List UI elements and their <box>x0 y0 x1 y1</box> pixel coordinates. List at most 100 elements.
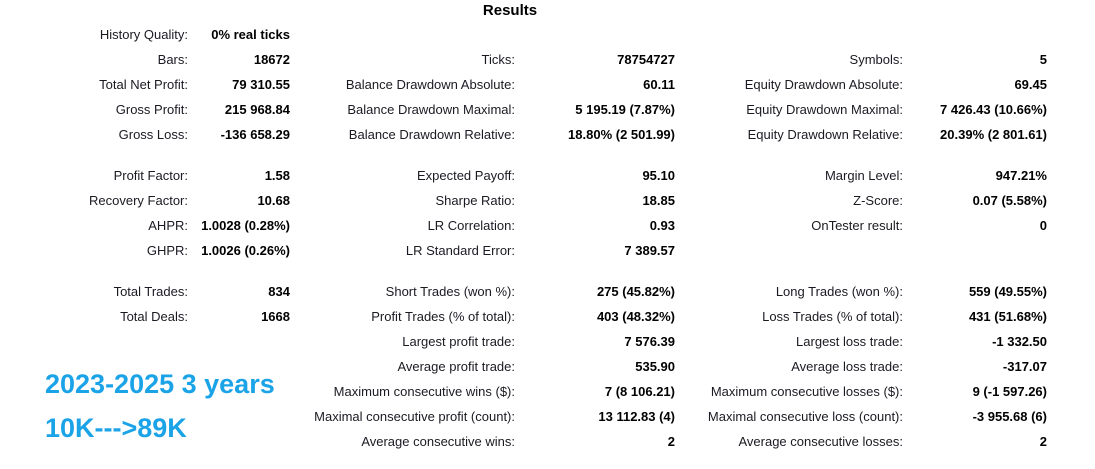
stat-label: Profit Trades (% of total): <box>371 309 515 324</box>
stat-label: Largest profit trade: <box>402 334 515 349</box>
stat-value: 0.07 (5.58%) <box>972 193 1047 208</box>
stat-value: 18.85 <box>642 193 675 208</box>
stat-label: History Quality: <box>99 27 188 42</box>
stat-value: 0.93 <box>649 218 675 233</box>
stat-value: 7 576.39 <box>624 334 675 349</box>
stats-row: AHPR: 1.0028 (0.28%) LR Correlation: 0.93 On… <box>0 213 1047 238</box>
stat-label: Symbols: <box>849 52 903 67</box>
stat-value: 431 (51.68%) <box>968 309 1047 324</box>
stat-value: 18672 <box>253 52 290 67</box>
annotation-balance-text: 10K--->89K <box>45 413 187 443</box>
stat-value: 5 195.19 (7.87%) <box>575 102 675 117</box>
stat-value: 10.68 <box>257 193 290 208</box>
stat-label: Sharpe Ratio: <box>435 193 516 208</box>
stats-row: Maximum consecutive wins ($): 7 (8 106.21… <box>0 379 1047 404</box>
stat-value: 7 426.43 (10.66%) <box>940 102 1047 117</box>
stat-label: AHPR: <box>148 218 188 233</box>
stats-row: Recovery Factor: 10.68 Sharpe Ratio: 18.85 Z… <box>0 188 1047 213</box>
stat-value: 947.21% <box>995 168 1047 183</box>
stat-value: 559 (49.55%) <box>968 284 1047 299</box>
stat-label: Long Trades (won %): <box>775 284 903 299</box>
stat-value: 13 112.83 (4) <box>598 409 675 424</box>
stats-row: Total Trades: 834 Short Trades (won %): 275… <box>0 279 1047 304</box>
stat-label: Maximal consecutive loss (count): <box>707 409 903 424</box>
stats-row: Total Net Profit: 79 310.55 Balance Drawdo… <box>0 72 1047 97</box>
stats-row: Bars: 18672 Ticks: 78754727 Symbols: 5 <box>0 47 1047 72</box>
stat-label: OnTester result: <box>811 218 903 233</box>
stat-value: 1.0028 (0.28%) <box>201 218 290 233</box>
stat-value: 7 (8 106.21) <box>604 384 675 399</box>
stat-label: Maximal consecutive profit (count): <box>314 409 515 424</box>
stat-label: Equity Drawdown Relative: <box>747 127 903 142</box>
stats-row: Largest profit trade: 7 576.39 Largest los… <box>0 329 1047 354</box>
stat-label: Largest loss trade: <box>796 334 903 349</box>
stat-value: 7 389.57 <box>624 243 675 258</box>
stats-table: History Quality: 0% real ticks Bars: 18672 T… <box>0 22 1047 454</box>
stat-value: 9 (-1 597.26) <box>972 384 1047 399</box>
stat-value: 5 <box>1039 52 1047 67</box>
annotation-note: 2023-2025 3 years 10K--->89K <box>45 371 275 442</box>
spacer-row <box>0 263 1047 279</box>
stats-row: History Quality: 0% real ticks <box>0 22 1047 47</box>
stats-row: Average consecutive wins: 2 Average consec… <box>0 429 1047 454</box>
stat-label: Average loss trade: <box>791 359 903 374</box>
stat-value: 79 310.55 <box>232 77 290 92</box>
stat-label: Short Trades (won %): <box>385 284 515 299</box>
stat-value: 0 <box>1039 218 1047 233</box>
stat-label: Margin Level: <box>824 168 903 183</box>
stat-label: Total Deals: <box>120 309 188 324</box>
stat-label: Gross Loss: <box>118 127 188 142</box>
stat-label: LR Correlation: <box>427 218 515 233</box>
stat-value: -1 332.50 <box>992 334 1047 349</box>
stat-value: 1668 <box>261 309 290 324</box>
stats-row: Gross Loss: -136 658.29 Balance Drawdown R… <box>0 122 1047 147</box>
stats-row: GHPR: 1.0026 (0.26%) LR Standard Error: 7 3… <box>0 238 1047 263</box>
stat-value: 535.90 <box>635 359 675 374</box>
stat-label: Maximum consecutive wins ($): <box>333 384 515 399</box>
stat-label: Equity Drawdown Maximal: <box>746 102 903 117</box>
stat-value: -3 955.68 (6) <box>972 409 1047 424</box>
stat-label: Profit Factor: <box>113 168 188 183</box>
stat-value: 69.45 <box>1014 77 1047 92</box>
stat-value: 18.80% (2 501.99) <box>568 127 675 142</box>
stat-label: Loss Trades (% of total): <box>762 309 903 324</box>
stat-label: GHPR: <box>146 243 188 258</box>
stat-label: Balance Drawdown Absolute: <box>345 77 515 92</box>
stat-value: 0% real ticks <box>211 27 290 42</box>
stat-label: Average consecutive wins: <box>361 434 515 449</box>
stat-value: 1.0026 (0.26%) <box>201 243 290 258</box>
stats-row: Average profit trade: 535.90 Average loss … <box>0 354 1047 379</box>
stat-label: Maximum consecutive losses ($): <box>710 384 903 399</box>
stat-label: Total Trades: <box>113 284 188 299</box>
stat-value: 834 <box>268 284 290 299</box>
stats-row: Profit Factor: 1.58 Expected Payoff: 95.10 M… <box>0 163 1047 188</box>
stat-label: Expected Payoff: <box>416 168 515 183</box>
stat-label: Balance Drawdown Maximal: <box>347 102 515 117</box>
stat-label: Recovery Factor: <box>89 193 188 208</box>
stat-value: 215 968.84 <box>224 102 290 117</box>
stat-label: Ticks: <box>481 52 515 67</box>
stat-value: 2 <box>1039 434 1047 449</box>
annotation-period-text: 2023-2025 3 years <box>45 369 275 399</box>
stat-value: 403 (48.32%) <box>596 309 675 324</box>
stat-label: Z-Score: <box>853 193 903 208</box>
stat-label: Bars: <box>157 52 188 67</box>
stats-row: Maximal consecutive profit (count): 13 11… <box>0 404 1047 429</box>
stat-label: Equity Drawdown Absolute: <box>744 77 903 92</box>
stat-label: LR Standard Error: <box>405 243 515 258</box>
stats-row: Gross Profit: 215 968.84 Balance Drawdown … <box>0 97 1047 122</box>
stat-value: 2 <box>667 434 675 449</box>
stat-value: 1.58 <box>264 168 290 183</box>
stat-label: Gross Profit: <box>115 102 188 117</box>
stat-label: Average profit trade: <box>397 359 515 374</box>
stat-value: 95.10 <box>642 168 675 183</box>
stats-row: Total Deals: 1668 Profit Trades (% of tota… <box>0 304 1047 329</box>
stat-value: 78754727 <box>617 52 675 67</box>
stat-label: Balance Drawdown Relative: <box>348 127 515 142</box>
stat-label: Total Net Profit: <box>99 77 188 92</box>
stat-value: -136 658.29 <box>220 127 290 142</box>
stat-label: Average consecutive losses: <box>738 434 903 449</box>
page-title: Results <box>482 2 538 19</box>
spacer-row <box>0 147 1047 163</box>
